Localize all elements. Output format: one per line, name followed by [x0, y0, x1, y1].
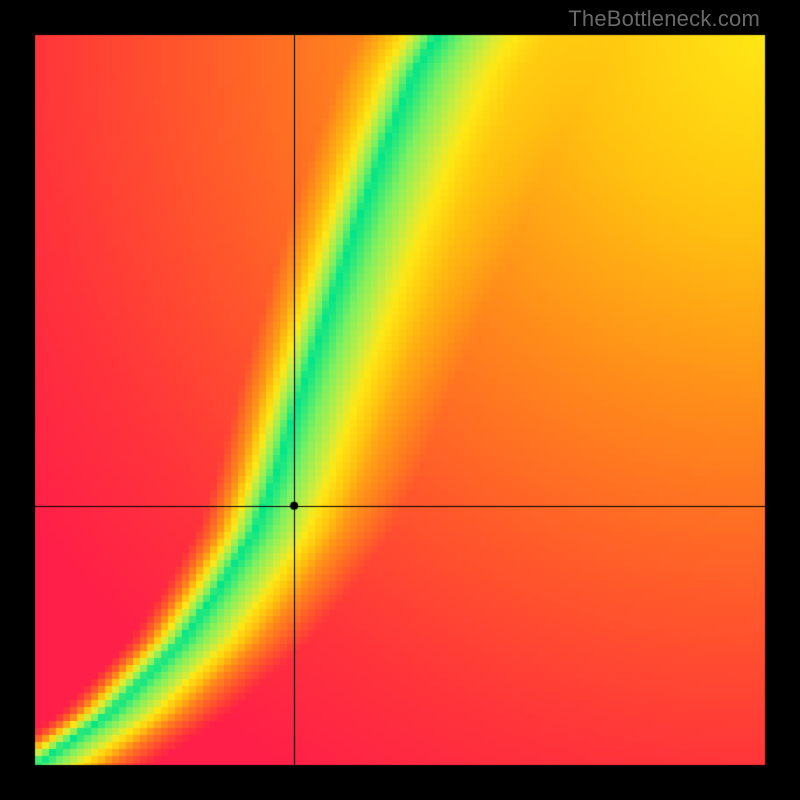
chart-container: TheBottleneck.com — [0, 0, 800, 800]
heatmap-canvas — [0, 0, 800, 800]
watermark-text: TheBottleneck.com — [568, 6, 760, 32]
